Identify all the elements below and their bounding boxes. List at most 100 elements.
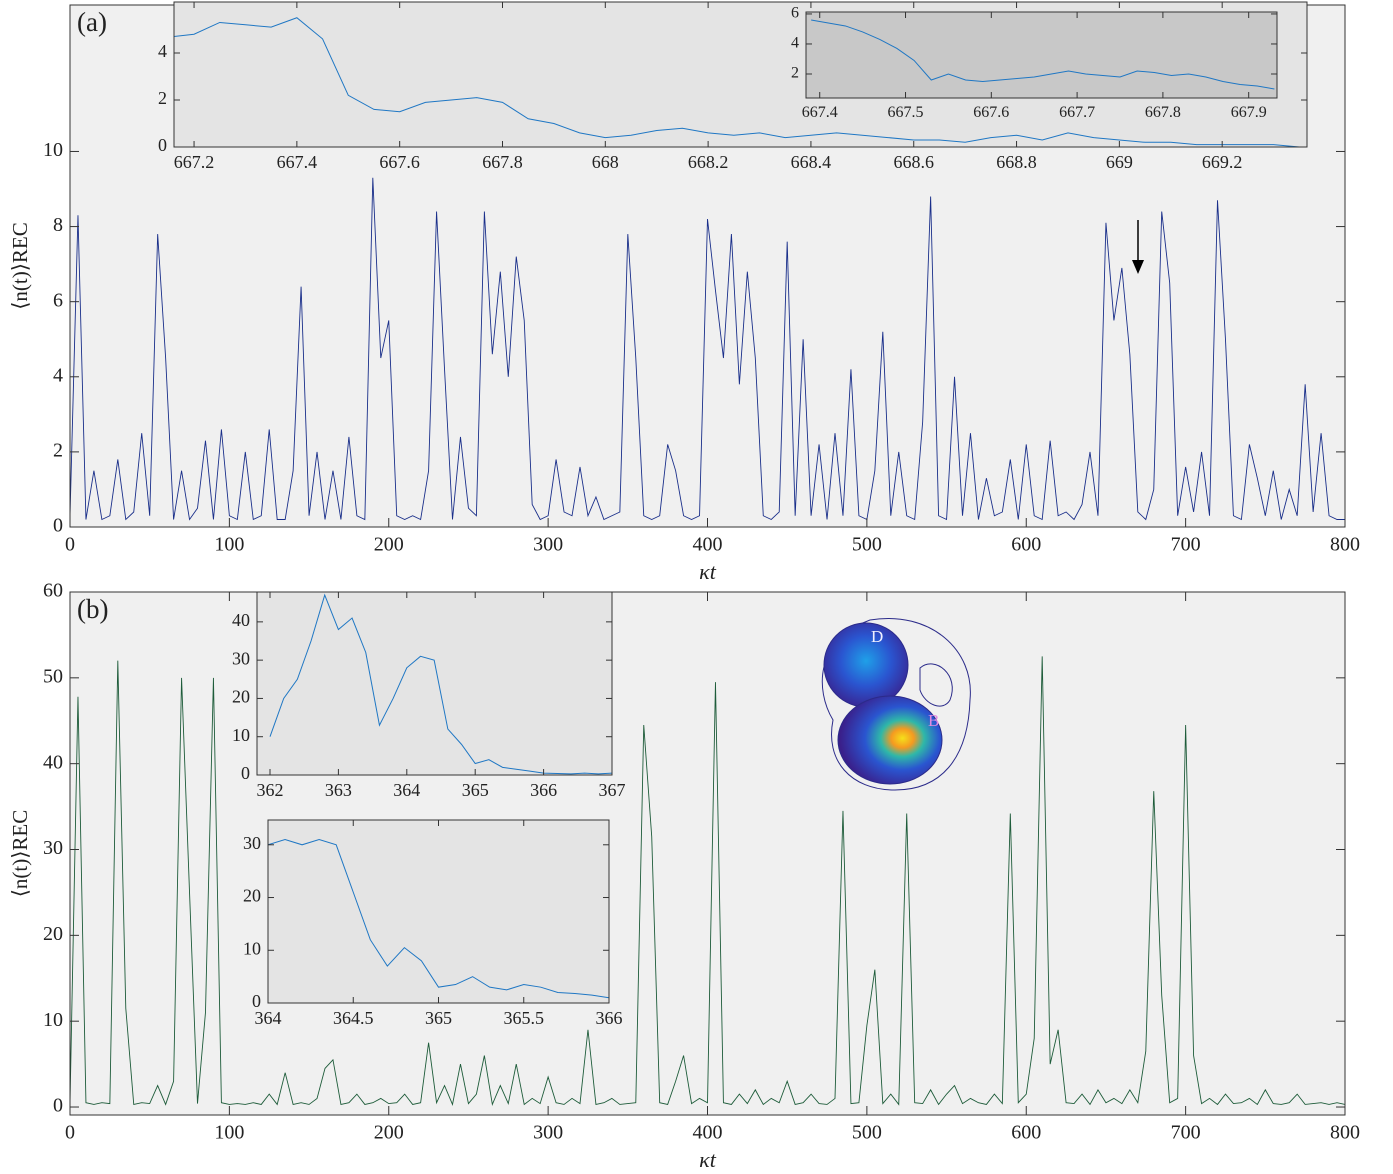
x-tick-label: 365.5: [504, 1008, 545, 1028]
x-tick-label: 667.4: [802, 104, 838, 121]
label-d: D: [871, 627, 883, 646]
x-tick-label: 668.6: [893, 152, 934, 172]
panel: 364 364.5 365 365.5 366 0 10 20 30: [243, 819, 623, 1028]
y-tick-label: 30: [232, 648, 250, 668]
y-axis-label: ⟨n(t)⟩REC: [8, 810, 32, 898]
y-tick-label: 6: [791, 5, 799, 22]
y-tick-label: 6: [53, 289, 63, 311]
x-tick-label: 0: [65, 1122, 75, 1144]
x-tick-label: 667.5: [888, 104, 924, 121]
plot-frame: [173, 1, 1308, 148]
x-tick-label: 364: [393, 780, 420, 800]
x-tick-label: 365: [462, 780, 489, 800]
x-tick-label: 366: [530, 780, 557, 800]
plot-background: [268, 820, 609, 1003]
x-tick-label: 800: [1330, 1122, 1360, 1144]
panel: 667.4 667.5 667.6 667.7 667.8 667.9 2 4 6: [791, 5, 1278, 121]
x-tick-label: 300: [533, 1122, 563, 1144]
y-tick-label: 40: [232, 610, 250, 630]
plot-background: [806, 12, 1277, 98]
x-tick-label: 800: [1330, 534, 1360, 556]
x-tick-label: 400: [693, 1122, 723, 1144]
x-axis-label: κt: [699, 1147, 717, 1172]
panel: 362 363 364 365 366 367 0 10 20 30 40: [232, 591, 626, 800]
x-tick-label: 668.2: [688, 152, 729, 172]
x-tick-label: 364: [255, 1008, 282, 1028]
panel-label: (a): [77, 7, 107, 37]
x-tick-label: 700: [1171, 1122, 1201, 1144]
x-tick-label: 667.8: [1145, 104, 1181, 121]
data-line: [174, 17, 1300, 147]
phase-portrait: D B: [821, 618, 971, 791]
y-tick-label: 10: [43, 139, 63, 161]
y-tick-label: 40: [43, 751, 63, 773]
y-tick-label: 4: [53, 364, 63, 386]
x-tick-label: 669.2: [1202, 152, 1243, 172]
y-tick-label: 50: [43, 665, 63, 687]
contour: [821, 618, 971, 791]
x-tick-label: 667.2: [174, 152, 215, 172]
data-line: [268, 838, 609, 999]
x-tick-label: 500: [852, 534, 882, 556]
x-tick-label: 600: [1011, 1122, 1041, 1144]
y-tick-label: 0: [158, 135, 167, 155]
x-tick-label: 667.4: [277, 152, 318, 172]
y-tick-label: 10: [43, 1009, 63, 1031]
x-tick-label: 668: [592, 152, 619, 172]
y-tick-label: 8: [53, 214, 63, 236]
y-tick-label: 4: [158, 41, 167, 61]
x-tick-label: 600: [1011, 534, 1041, 556]
data-line: [811, 19, 1275, 90]
x-tick-label: 200: [374, 1122, 404, 1144]
y-tick-label: 0: [53, 515, 63, 537]
x-tick-label: 367: [599, 780, 626, 800]
data-line: [70, 656, 1345, 1107]
x-tick-label: 366: [596, 1008, 623, 1028]
x-tick-label: 500: [852, 1122, 882, 1144]
x-tick-label: 300: [533, 534, 563, 556]
well-b: [837, 695, 943, 785]
y-axis-label: ⟨n(t)⟩REC: [8, 222, 32, 310]
label-b: B: [928, 711, 939, 730]
plot-frame: [805, 11, 1278, 99]
x-tick-label: 363: [325, 780, 352, 800]
y-tick-label: 20: [243, 886, 261, 906]
arrow: [1132, 220, 1144, 274]
panel-label: (b): [77, 594, 108, 624]
y-tick-label: 0: [241, 763, 250, 783]
x-tick-label: 100: [214, 534, 244, 556]
x-tick-label: 667.6: [973, 104, 1009, 121]
y-tick-label: 30: [43, 837, 63, 859]
panel: 0 100 200 300 400 500 600 700 8000102030405060(b…: [8, 580, 1360, 1172]
y-tick-label: 10: [232, 725, 250, 745]
x-tick-label: 362: [256, 780, 283, 800]
y-tick-label: 20: [43, 923, 63, 945]
x-tick-label: 667.6: [379, 152, 420, 172]
y-tick-label: 2: [158, 88, 167, 108]
y-tick-label: 4: [791, 35, 799, 52]
y-tick-label: 0: [252, 991, 261, 1011]
x-tick-label: 0: [65, 534, 75, 556]
x-tick-label: 667.8: [482, 152, 523, 172]
x-tick-label: 668.4: [791, 152, 832, 172]
x-tick-label: 200: [374, 534, 404, 556]
x-tick-label: 100: [214, 1122, 244, 1144]
x-tick-label: 400: [693, 534, 723, 556]
x-tick-label: 668.8: [996, 152, 1037, 172]
y-tick-label: 0: [53, 1095, 63, 1117]
y-tick-label: 20: [232, 687, 250, 707]
y-tick-label: 30: [243, 833, 261, 853]
data-line: [70, 177, 1345, 521]
x-tick-label: 667.9: [1231, 104, 1267, 121]
x-tick-label: 364.5: [333, 1008, 374, 1028]
x-tick-label: 700: [1171, 534, 1201, 556]
contour: [919, 663, 953, 707]
y-tick-label: 10: [243, 938, 261, 958]
y-tick-label: 60: [43, 580, 63, 602]
well-d: [823, 622, 909, 708]
x-tick-label: 669: [1106, 152, 1133, 172]
y-tick-label: 2: [791, 65, 799, 82]
x-tick-label: 365: [425, 1008, 452, 1028]
data-line: [269, 593, 612, 775]
